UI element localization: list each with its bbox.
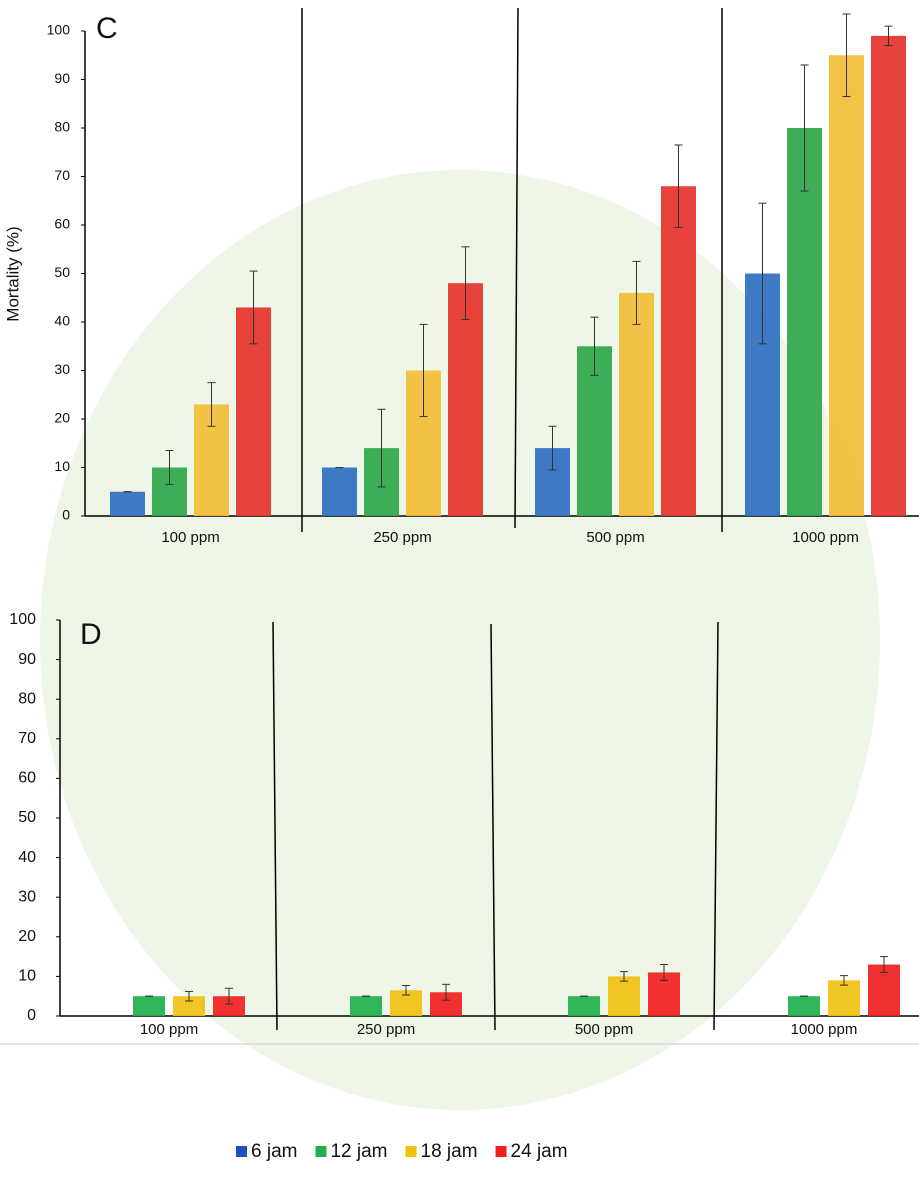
y-axis-label: Mortality (%) bbox=[3, 226, 22, 321]
bar bbox=[828, 980, 860, 1016]
bar bbox=[871, 35, 906, 516]
bar bbox=[110, 491, 145, 516]
error-bar bbox=[758, 202, 767, 345]
legend-label: 18 jam bbox=[421, 1141, 478, 1162]
x-tick-label: 1000 ppm bbox=[791, 1021, 858, 1038]
x-tick-label: 250 ppm bbox=[357, 1021, 415, 1038]
error-bar bbox=[442, 983, 450, 1001]
separator bbox=[490, 623, 496, 1031]
error-bar bbox=[660, 964, 668, 981]
y-tick-label: 10 bbox=[18, 968, 36, 985]
separator bbox=[272, 621, 278, 1031]
error-bar bbox=[884, 25, 893, 47]
separator bbox=[514, 7, 519, 529]
y-tick-label: 90 bbox=[18, 651, 36, 668]
panel-label: C bbox=[96, 12, 118, 45]
error-bar bbox=[249, 270, 258, 345]
legend-swatch bbox=[495, 1146, 507, 1157]
bar bbox=[788, 996, 820, 1016]
bar bbox=[213, 996, 245, 1016]
bar bbox=[787, 128, 822, 516]
y-tick-label: 20 bbox=[54, 410, 70, 426]
error-bar bbox=[632, 260, 641, 325]
y-tick-label: 40 bbox=[54, 313, 70, 329]
error-bar bbox=[461, 246, 470, 321]
error-bar bbox=[419, 323, 428, 418]
separator bbox=[713, 621, 719, 1031]
error-bar bbox=[840, 975, 848, 986]
y-tick-label: 30 bbox=[18, 888, 36, 905]
x-tick-label: 500 ppm bbox=[575, 1021, 633, 1038]
bar bbox=[350, 996, 382, 1016]
y-tick-label: 80 bbox=[18, 690, 36, 707]
legend-swatch bbox=[315, 1146, 327, 1157]
bar bbox=[133, 996, 165, 1016]
error-bar bbox=[674, 144, 683, 228]
error-bar bbox=[207, 382, 216, 427]
bar bbox=[322, 467, 357, 516]
y-tick-label: 0 bbox=[62, 507, 70, 523]
error-bar bbox=[165, 450, 174, 485]
y-tick-label: 100 bbox=[9, 611, 36, 628]
error-bar bbox=[402, 985, 410, 996]
error-bar bbox=[225, 987, 233, 1005]
y-tick-label: 10 bbox=[54, 458, 70, 474]
legend-label: 6 jam bbox=[251, 1141, 297, 1162]
error-bar bbox=[185, 990, 193, 1002]
x-tick-label: 100 ppm bbox=[161, 529, 219, 546]
legend: 6 jam 12 jam 18 jam 24 jam bbox=[236, 1141, 568, 1162]
y-tick-label: 70 bbox=[18, 730, 36, 747]
legend-label: 12 jam bbox=[330, 1141, 387, 1162]
y-tick-label: 60 bbox=[54, 216, 70, 232]
x-tick-label: 1000 ppm bbox=[792, 529, 859, 546]
y-tick-label: 90 bbox=[54, 70, 70, 86]
bar bbox=[868, 964, 900, 1016]
legend-swatch bbox=[405, 1146, 417, 1157]
bar bbox=[568, 996, 600, 1016]
y-tick-label: 20 bbox=[18, 928, 36, 945]
error-bar bbox=[800, 64, 809, 192]
y-tick-label: 70 bbox=[54, 167, 70, 183]
y-tick-label: 50 bbox=[18, 809, 36, 826]
x-tick-label: 250 ppm bbox=[373, 529, 431, 546]
legend-swatch bbox=[236, 1146, 247, 1157]
bar bbox=[448, 283, 483, 516]
error-bar bbox=[620, 971, 628, 982]
y-tick-label: 60 bbox=[18, 770, 36, 787]
legend-label: 24 jam bbox=[511, 1141, 568, 1162]
panel-label: D bbox=[80, 618, 102, 651]
y-tick-label: 50 bbox=[54, 264, 70, 280]
x-tick-label: 500 ppm bbox=[586, 529, 644, 546]
bar bbox=[430, 992, 462, 1016]
error-bar bbox=[548, 425, 557, 471]
x-tick-label: 100 ppm bbox=[140, 1021, 198, 1038]
chart-c: C Mortality (%) 0 10 20 30 40 50 60 70 80 90 100 10… bbox=[3, 7, 919, 546]
error-bar bbox=[590, 316, 599, 376]
y-tick-label: 40 bbox=[18, 849, 36, 866]
y-tick-label: 100 bbox=[47, 22, 71, 38]
y-tick-label: 30 bbox=[54, 361, 70, 377]
error-bar bbox=[842, 13, 851, 97]
bar bbox=[661, 186, 696, 516]
bar bbox=[608, 976, 640, 1016]
bar bbox=[829, 55, 864, 516]
error-bar bbox=[880, 956, 888, 973]
error-bar bbox=[377, 408, 386, 488]
chart-d: D 0 10 20 30 40 50 60 70 80 90 100 100 ppm 250 ppm 50… bbox=[0, 611, 919, 1045]
bar bbox=[173, 996, 205, 1016]
y-tick-label: 80 bbox=[54, 119, 70, 135]
bar bbox=[619, 292, 654, 516]
y-tick-label: 0 bbox=[27, 1007, 36, 1024]
